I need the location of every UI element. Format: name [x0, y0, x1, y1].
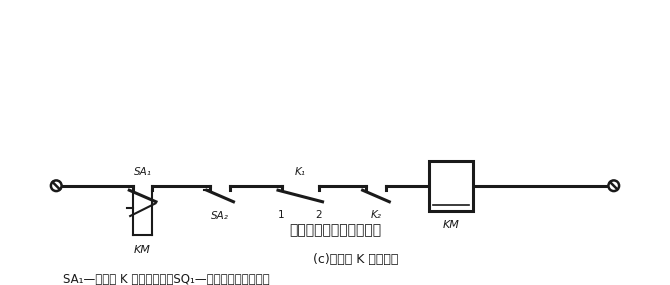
- Bar: [429, 161, 473, 211]
- Text: 1: 1: [278, 210, 285, 220]
- Text: 2: 2: [316, 210, 322, 220]
- Text: K₁: K₁: [295, 167, 306, 177]
- Text: 感应调压器的软启动电路: 感应调压器的软启动电路: [289, 223, 381, 237]
- Text: SA₂: SA₂: [211, 211, 229, 221]
- Circle shape: [51, 180, 62, 191]
- Text: K₂: K₂: [371, 210, 381, 220]
- Text: SA₁—接触器 K 的停止按钮；SQ₁—调压器升压限位开关: SA₁—接触器 K 的停止按钮；SQ₁—调压器升压限位开关: [64, 273, 270, 285]
- Circle shape: [608, 180, 619, 191]
- Text: (c)接触器 K 控制回路: (c)接触器 K 控制回路: [313, 253, 398, 266]
- Text: KM: KM: [134, 245, 151, 255]
- Text: SA₁: SA₁: [134, 167, 151, 177]
- Text: KM: KM: [442, 219, 459, 230]
